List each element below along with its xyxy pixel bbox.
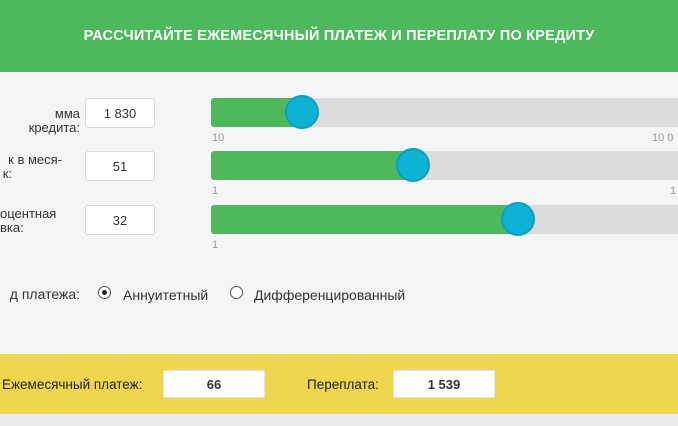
interest-rate-label-line1: оцентная [0,206,57,221]
loan-term-min: 1 [212,185,219,197]
calculator-title: РАССЧИТАЙТЕ ЕЖЕМЕСЯЧНЫЙ ПЛАТЕЖ И ПЕРЕПЛА… [83,28,595,44]
interest-rate-slider-handle[interactable] [501,202,535,236]
loan-term-label-line2: к: [2,166,12,181]
monthly-payment-value: 66 [163,370,265,398]
overpayment-label: Переплата: [307,377,379,392]
annuity-radio[interactable] [98,286,111,299]
loan-term-label-line1: к в меся- [8,152,62,167]
page-footer-strip [0,414,678,426]
loan-amount-max: 10 0 [652,132,674,144]
interest-rate-label-line2: вка: [0,220,24,235]
interest-rate-label: оцентная вка: [0,207,60,235]
differentiated-radio-label[interactable]: Дифференцированный [254,287,406,303]
loan-term-input[interactable]: 51 [85,151,155,181]
loan-term-slider[interactable] [211,148,678,182]
result-panel: Ежемесячный платеж: 66 Переплата: 1 539 [0,354,678,414]
calculator-header: РАССЧИТАЙТЕ ЕЖЕМЕСЯЧНЫЙ ПЛАТЕЖ И ПЕРЕПЛА… [0,0,678,72]
monthly-payment-label: Ежемесячный платеж: [2,377,143,392]
overpayment-value: 1 539 [393,370,495,398]
loan-amount-slider-handle[interactable] [285,95,319,129]
loan-amount-label: мма кредита: [28,106,80,135]
loan-term-slider-fill [211,151,413,180]
payment-type-label: д платежа: [9,286,80,302]
loan-amount-input[interactable]: 1 830 [85,98,155,128]
interest-rate-min: 1 [212,239,219,251]
loan-amount-slider[interactable] [211,95,678,129]
annuity-radio-label[interactable]: Аннуитетный [123,287,209,303]
interest-rate-slider-fill [211,205,518,234]
differentiated-radio[interactable] [230,286,243,299]
loan-term-slider-handle[interactable] [396,148,430,182]
interest-rate-input[interactable]: 32 [85,205,155,235]
loan-amount-min: 10 [212,132,225,144]
loan-term-max: 1 [670,185,677,197]
loan-term-label: к в меся- к: [0,153,62,181]
interest-rate-slider[interactable] [211,202,678,236]
